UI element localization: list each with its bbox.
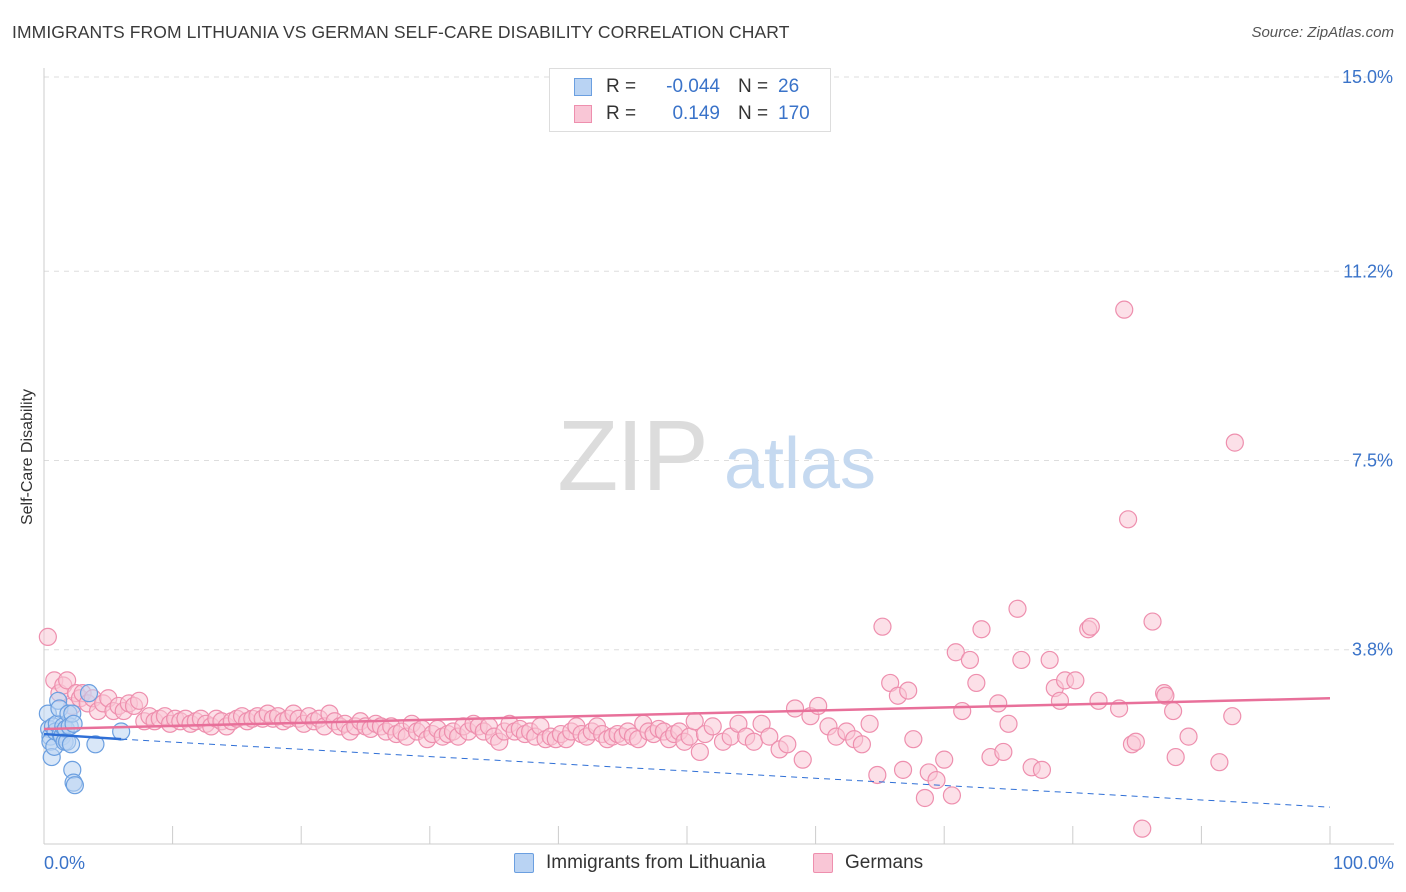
lithuania-trend-extension [121, 738, 1331, 808]
lithuania-trend-line [43, 732, 122, 741]
data-point [852, 735, 871, 754]
correlation-legend: R = -0.044 N = 26 R = 0.149 N = 170 [549, 68, 831, 132]
data-point [130, 691, 149, 710]
gridlines [44, 76, 1394, 651]
legend-n-label: N = [738, 103, 769, 124]
data-point [760, 727, 779, 746]
data-point [873, 617, 892, 636]
data-point [1166, 747, 1185, 767]
data-point [960, 650, 980, 670]
data-point [953, 701, 972, 721]
data-point [1223, 707, 1242, 726]
data-point [1133, 819, 1152, 838]
data-point [893, 760, 913, 779]
source-label: Source: ZipAtlas.com [1251, 24, 1394, 41]
legend-n-value: 26 [778, 76, 800, 97]
data-point [904, 730, 923, 749]
y-tick-label: 11.2% [1343, 261, 1393, 281]
data-point [744, 732, 763, 751]
data-point [809, 696, 828, 716]
germans-points [38, 300, 1244, 838]
data-point [1012, 650, 1031, 670]
data-point [868, 765, 887, 785]
y-tick-label: 7.5% [1352, 451, 1393, 471]
data-point [946, 643, 965, 662]
data-point [994, 742, 1013, 762]
data-point [1040, 650, 1059, 670]
data-point [999, 714, 1018, 733]
data-point [680, 727, 699, 746]
data-point [989, 694, 1008, 713]
legend-row-germans: R = 0.149 N = 170 [574, 103, 810, 125]
series-label-germans: Germans [845, 852, 924, 873]
data-point [1032, 760, 1052, 779]
data-point [61, 735, 81, 754]
data-point [915, 788, 935, 808]
legend-n-value: 170 [778, 103, 810, 124]
data-point [1115, 300, 1134, 319]
data-point [899, 681, 918, 700]
series-legend-germans[interactable]: Germans [813, 852, 923, 874]
data-point [972, 620, 991, 639]
data-point [1210, 753, 1229, 772]
data-point [64, 714, 83, 733]
x-tick-label-max: 100.0% [1333, 853, 1394, 873]
data-point [1081, 617, 1100, 636]
legend-row-lithuania: R = -0.044 N = 26 [574, 76, 799, 98]
data-point [65, 776, 84, 795]
legend-n-label: N = [738, 76, 769, 97]
legend-swatch-pink [574, 105, 592, 123]
legend-swatch-blue [574, 78, 592, 96]
data-point [1089, 691, 1108, 710]
series-swatch-pink [813, 853, 833, 873]
y-tick-label: 3.8% [1352, 640, 1393, 660]
data-point [927, 770, 946, 790]
data-point [1126, 732, 1145, 751]
y-tick-label: 15.0% [1342, 67, 1393, 87]
data-point [86, 735, 105, 754]
data-point [79, 684, 99, 703]
data-point [1164, 701, 1183, 721]
trend-lines [43, 697, 1331, 808]
data-point [1050, 691, 1070, 710]
data-point [793, 750, 812, 769]
series-label-lithuania: Immigrants from Lithuania [546, 852, 766, 873]
chart-title: IMMIGRANTS FROM LITHUANIA VS GERMAN SELF… [12, 22, 790, 42]
y-tick-labels: 3.8% 7.5% 11.2% 15.0% [1342, 67, 1393, 660]
legend-r-value: 0.149 [672, 103, 720, 124]
legend-r-label: R = [606, 76, 637, 97]
x-tick-label-min: 0.0% [44, 853, 85, 873]
data-point [38, 627, 57, 647]
data-point [1066, 671, 1085, 690]
watermark-zip: ZIP [557, 400, 707, 512]
data-point [778, 735, 797, 754]
legend-r-value: -0.044 [666, 76, 720, 97]
data-point [703, 717, 722, 736]
x-tick-labels: 0.0% 100.0% [44, 853, 1394, 873]
watermark-atlas: atlas [724, 424, 876, 504]
watermark: ZIP atlas [557, 400, 876, 512]
data-point [860, 714, 879, 733]
data-point [942, 786, 962, 805]
data-point [1156, 686, 1175, 705]
data-point [112, 722, 131, 741]
data-point [1143, 612, 1162, 631]
data-point [967, 673, 986, 693]
data-point [1008, 599, 1027, 618]
legend-r-label: R = [606, 103, 637, 124]
data-point [785, 699, 805, 718]
series-swatch-blue [514, 853, 534, 873]
data-point [690, 742, 709, 762]
data-point [1179, 727, 1198, 746]
germans-trend-line [43, 697, 1331, 731]
data-point [935, 750, 954, 769]
data-point [58, 671, 77, 690]
data-point [1225, 433, 1244, 452]
series-legend: Immigrants from Lithuania Germans [0, 852, 1406, 878]
data-point [1118, 510, 1138, 529]
series-legend-lithuania[interactable]: Immigrants from Lithuania [514, 852, 766, 874]
